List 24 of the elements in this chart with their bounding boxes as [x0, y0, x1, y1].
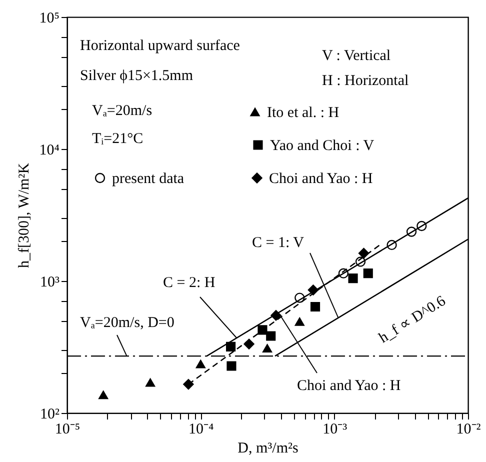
y-tick-label: 10³ [40, 274, 60, 290]
legend-label: Yao and Choi : V [270, 138, 374, 154]
x-tick-label: 10⁻² [456, 422, 482, 438]
annotation: C = 1: V [252, 235, 304, 251]
annotation: Choi and Yao : H [297, 378, 401, 394]
annotation: Tᵢ=21°C [92, 131, 144, 147]
y-tick-label: 10⁵ [39, 10, 60, 26]
annotation: C = 2: H [163, 275, 216, 291]
x-tick-label: 10⁻³ [322, 422, 348, 438]
annotation: H : Horizontal [322, 73, 409, 89]
annotation: Silver ϕ15×1.5mm [80, 68, 194, 84]
legend-label: Ito et al. : H [267, 105, 340, 121]
y-tick-label: 10⁴ [39, 142, 60, 158]
annotation: Vₐ=20m/s [92, 103, 152, 119]
x-axis-title: D, m³/m²s [238, 440, 298, 456]
annotation: Vₐ=20m/s, D=0 [80, 315, 174, 331]
annotation: Horizontal upward surface [80, 38, 240, 54]
annotation: V : Vertical [322, 48, 391, 64]
legend-label: present data [112, 171, 184, 187]
y-axis-title: h_f[300], W/m²K [16, 162, 32, 268]
x-tick-label: 10⁻⁴ [188, 422, 214, 438]
x-tick-label: 10⁻⁵ [54, 422, 80, 438]
legend-label: Choi and Yao : H [269, 171, 373, 187]
y-tick-label: 10² [40, 406, 60, 422]
